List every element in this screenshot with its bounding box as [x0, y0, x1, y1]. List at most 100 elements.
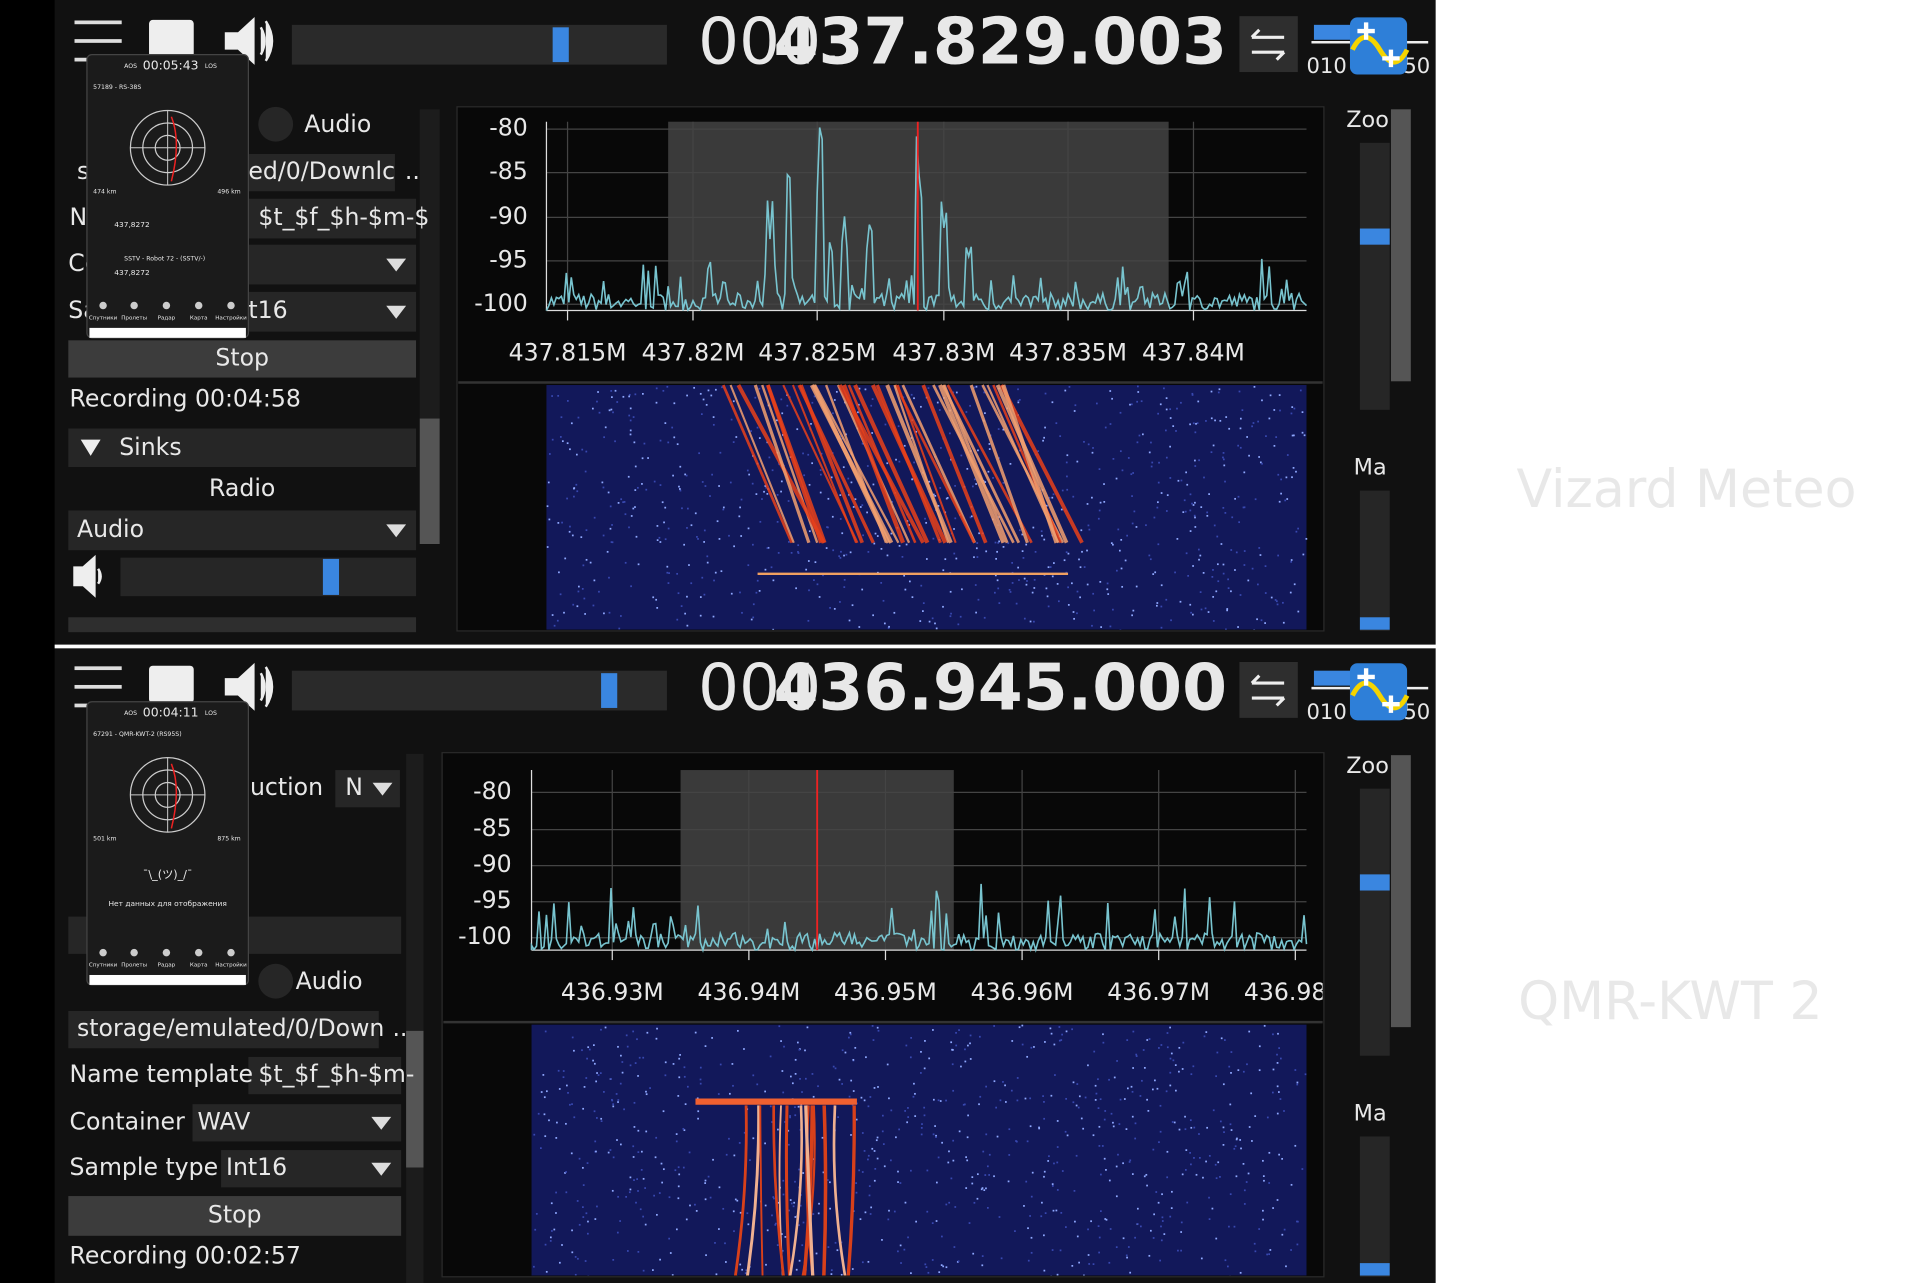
waterfall-noise	[557, 522, 560, 524]
waterfall-noise	[535, 1212, 538, 1215]
speaker-icon[interactable]	[224, 662, 274, 711]
nav-icon[interactable]	[99, 948, 107, 957]
volume-track[interactable]	[291, 24, 667, 65]
waterfall-noise	[614, 389, 617, 392]
waterfall-noise	[932, 1098, 935, 1101]
waterfall-noise	[895, 1136, 897, 1139]
waterfall-noise	[725, 1261, 727, 1263]
nav-label[interactable]: Радар	[158, 315, 176, 321]
waterfall-noise	[886, 462, 889, 465]
waterfall-noise	[1234, 569, 1236, 571]
sidebar-field[interactable]	[192, 1104, 402, 1142]
waterfall-noise	[679, 465, 682, 468]
waterfall-noise	[697, 1110, 700, 1113]
nav-label[interactable]: Настройки	[215, 314, 247, 321]
waterfall-noise	[737, 1029, 739, 1032]
frequency[interactable]: 436.945.000	[774, 650, 1227, 725]
waterfall-noise	[1278, 1047, 1281, 1049]
speaker-icon[interactable]	[224, 17, 274, 65]
radio-button[interactable]	[258, 106, 294, 142]
sink-volume-handle[interactable]	[322, 558, 340, 595]
waterfall-noise	[704, 1179, 707, 1182]
waterfall-noise	[635, 1201, 637, 1204]
waterfall-noise	[1108, 1078, 1110, 1081]
waterfall-noise	[621, 1071, 624, 1074]
sidebar-field[interactable]	[248, 291, 417, 332]
nav-icon[interactable]	[99, 301, 107, 310]
max-handle[interactable]	[1359, 1263, 1390, 1276]
max-slider[interactable]	[1359, 1136, 1390, 1277]
nav-label[interactable]: Спутники	[89, 963, 118, 969]
signal-trace	[797, 384, 875, 544]
sidebar-field[interactable]	[68, 1010, 379, 1049]
radio-button[interactable]	[258, 963, 294, 999]
sidebar-field[interactable]	[68, 510, 417, 551]
nav-label[interactable]: Спутники	[89, 315, 118, 321]
nav-label[interactable]: Карта	[190, 315, 208, 321]
sidebar-field[interactable]	[335, 770, 400, 808]
waterfall-noise	[1224, 512, 1227, 514]
sidebar-field[interactable]	[120, 557, 417, 597]
sidebar-field[interactable]	[248, 154, 395, 192]
nav-icon[interactable]	[162, 301, 171, 310]
zoom-slider[interactable]	[1359, 788, 1390, 1056]
waterfall-noise	[1066, 454, 1069, 457]
waterfall-noise	[1086, 503, 1089, 505]
waterfall-noise	[553, 624, 556, 627]
frequency[interactable]: 437.829.003	[774, 5, 1227, 80]
app-logo-plus	[1357, 668, 1400, 713]
volume-handle[interactable]	[601, 673, 618, 708]
scrollbar-thumb[interactable]	[406, 1030, 424, 1168]
nav-label[interactable]: Пролеты	[121, 963, 147, 969]
waterfall-noise	[976, 1173, 979, 1176]
stop-square[interactable]	[149, 665, 194, 703]
waterfall-noise	[1229, 1103, 1232, 1106]
waterfall-noise	[544, 1243, 547, 1246]
nav-icon[interactable]	[227, 301, 235, 310]
nav-label[interactable]: Настройки	[215, 962, 247, 969]
zoom-handle[interactable]	[1359, 228, 1390, 245]
max-handle[interactable]	[1359, 617, 1390, 630]
sidebar-field[interactable]	[248, 1056, 402, 1095]
nav-icon[interactable]	[227, 948, 235, 957]
waterfall-noise	[1056, 1273, 1059, 1276]
waterfall-noise	[858, 626, 861, 628]
waterfall-noise	[767, 546, 770, 549]
max-slider[interactable]	[1359, 490, 1390, 631]
waterfall-noise	[861, 1261, 864, 1264]
widget-text: 501 km	[93, 835, 116, 842]
waterfall-noise	[1276, 1085, 1279, 1088]
sidebar-field[interactable]	[248, 244, 417, 285]
stop-button[interactable]	[68, 1196, 402, 1236]
waterfall-noise	[993, 1080, 996, 1083]
sidebar-field[interactable]	[68, 428, 417, 467]
nav-icon[interactable]	[130, 301, 138, 310]
sidebar-field[interactable]	[221, 1150, 402, 1188]
waterfall-noise	[1187, 574, 1190, 577]
zoom-slider[interactable]	[1359, 142, 1390, 410]
volume-handle[interactable]	[552, 27, 569, 63]
sidebar-field[interactable]	[248, 198, 417, 239]
waterfall-noise	[915, 1220, 917, 1223]
nav-label[interactable]: Карта	[190, 963, 208, 969]
nav-icon[interactable]	[162, 948, 171, 957]
stop-button[interactable]	[68, 340, 417, 378]
waterfall-noise	[611, 524, 613, 526]
waterfall-noise	[1276, 603, 1279, 606]
scrollbar-thumb[interactable]	[419, 418, 440, 545]
waterfall-noise	[939, 1100, 942, 1102]
nav-icon[interactable]	[130, 948, 138, 957]
nav-icon[interactable]	[194, 948, 203, 957]
waterfall-noise	[910, 1169, 912, 1172]
waterfall-noise	[1132, 1030, 1135, 1033]
waterfall-noise	[1158, 461, 1160, 464]
swap-button[interactable]	[1239, 661, 1298, 718]
swap-button[interactable]	[1239, 16, 1298, 73]
nav-icon[interactable]	[194, 301, 203, 310]
signal-trace	[753, 384, 811, 544]
stop-square[interactable]	[149, 19, 194, 58]
waterfall-noise	[1009, 591, 1012, 593]
nav-label[interactable]: Радар	[158, 963, 176, 969]
zoom-handle[interactable]	[1359, 874, 1390, 891]
nav-label[interactable]: Пролеты	[121, 315, 147, 321]
